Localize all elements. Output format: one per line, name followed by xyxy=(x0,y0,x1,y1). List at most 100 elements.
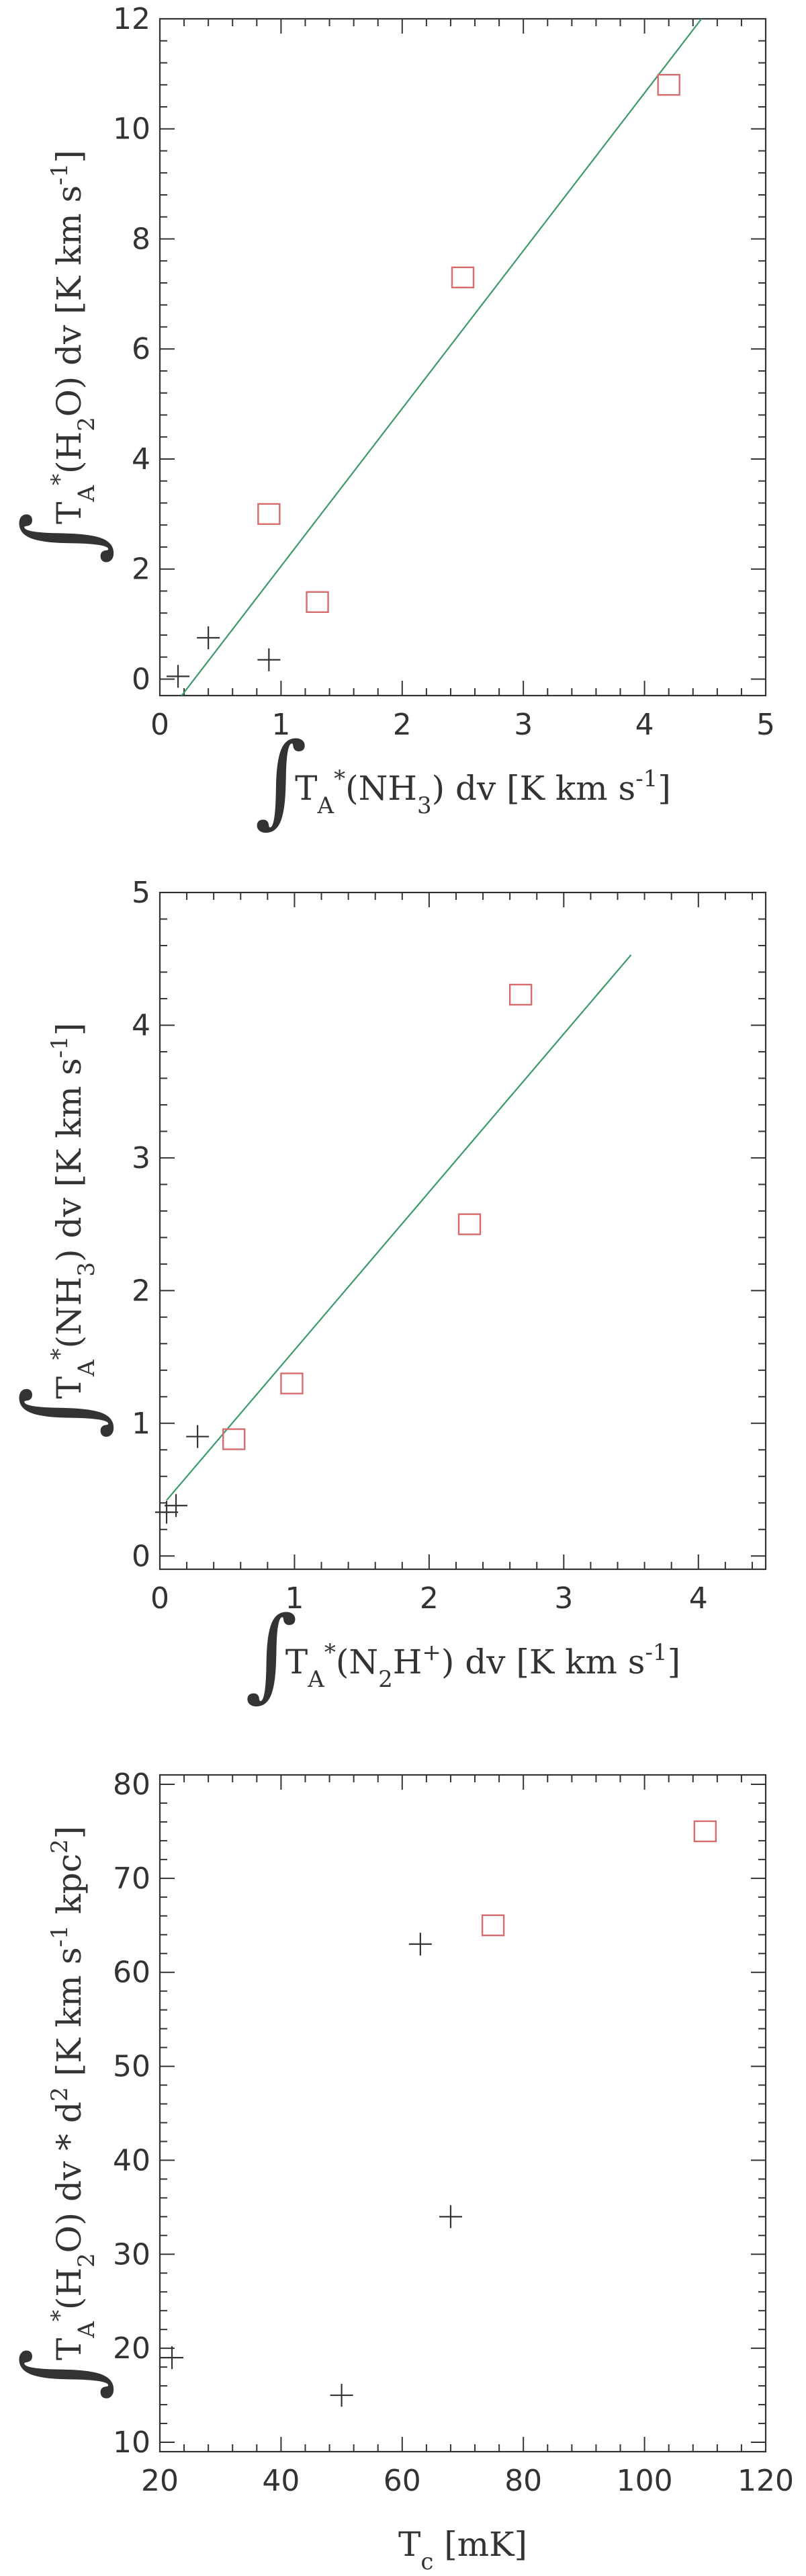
y-axis-label-part: A xyxy=(73,485,100,503)
x-axis-label-part: ) dv [K km s xyxy=(432,769,636,808)
y-axis-label-part: [K km s xyxy=(50,1947,89,2087)
data-point-square xyxy=(457,1213,482,1235)
y-tick-label: 1 xyxy=(132,1407,150,1441)
data-point-cross xyxy=(155,1501,179,1524)
x-tick-label: 3 xyxy=(514,708,533,742)
y-axis-label-part: (H xyxy=(50,2268,89,2310)
data-point-cross xyxy=(408,1932,432,1956)
data-point-cross xyxy=(197,626,220,650)
data-point-cross xyxy=(161,2346,184,2370)
y-tick-label: 40 xyxy=(113,2143,150,2177)
x-tick-label: 80 xyxy=(504,2464,542,2498)
y-tick-label: 4 xyxy=(132,442,150,476)
data-point-cross xyxy=(439,2205,462,2229)
x-tick-label: 4 xyxy=(689,1581,708,1616)
y-axis-label-part: O) dv * d xyxy=(50,2102,89,2253)
x-axis-label: ∫TA*(NH3) dv [K km s-1] xyxy=(255,722,671,839)
y-tick-label: 8 xyxy=(132,222,150,256)
y-axis-label-part: T xyxy=(50,502,89,524)
x-axis-label-part: T xyxy=(398,2525,420,2564)
y-axis-label-integral: ∫ xyxy=(3,1386,120,1439)
y-axis-label-part: 2 xyxy=(46,1839,73,1854)
y-axis-label-part: ] xyxy=(50,1826,89,1839)
y-tick-label: 2 xyxy=(132,552,150,587)
y-axis-label-part: kpc xyxy=(50,1854,89,1925)
y-axis-label-part: * xyxy=(46,474,73,485)
x-axis-label-part: A xyxy=(307,1666,324,1693)
y-tick-label: 4 xyxy=(132,1008,150,1042)
y-axis-label-part: ] xyxy=(50,150,89,163)
y-axis-label-integral: ∫ xyxy=(3,512,120,565)
y-axis-label-part: * xyxy=(46,1348,73,1360)
data-point-square xyxy=(481,1914,505,1936)
y-tick-label: 70 xyxy=(113,1862,150,1896)
x-tick-label: 0 xyxy=(150,1581,169,1616)
y-axis-label-text: TA*(H2O) dv [K km s-1] xyxy=(46,150,100,524)
x-tick-label: 60 xyxy=(384,2464,421,2498)
x-axis-label-part: -1 xyxy=(635,765,658,792)
x-axis-label-part: -1 xyxy=(645,1639,667,1666)
y-axis-label-part: T xyxy=(50,1376,89,1399)
y-tick-label: 80 xyxy=(113,1768,150,1802)
x-axis-label-part: ) dv [K km s xyxy=(441,1643,645,1681)
y-tick-label: 30 xyxy=(113,2237,150,2272)
x-tick-label: 4 xyxy=(635,708,654,742)
x-axis-label-part: (NH xyxy=(345,769,417,808)
x-tick-label: 1 xyxy=(271,708,290,742)
x-tick-label: 100 xyxy=(617,2464,673,2498)
data-point-square xyxy=(306,591,329,614)
x-axis-label-part: c xyxy=(420,2548,433,2575)
x-axis-label-part: T xyxy=(295,769,317,808)
x-axis-label-text: TA*(N2H+) dv [K km s-1] xyxy=(285,1639,680,1693)
y-axis-label-text: TA*(NH3) dv [K km s-1] xyxy=(46,1023,100,1399)
x-tick-label: 0 xyxy=(150,708,169,742)
y-axis-label-part: O) dv [K km s xyxy=(50,185,89,417)
data-point-cross xyxy=(186,1425,210,1448)
data-point-square xyxy=(280,1372,304,1395)
x-axis-label-part: ] xyxy=(668,1643,681,1681)
x-tick-label: 20 xyxy=(141,2464,179,2498)
x-axis-label-part: ] xyxy=(658,769,671,808)
y-axis-label-text: TA*(H2O) dv * d2 [K km s-1 kpc2] xyxy=(46,1826,100,2360)
x-axis-label-part: A xyxy=(317,792,334,819)
y-tick-label: 5 xyxy=(132,876,150,910)
data-point-cross xyxy=(167,665,190,688)
y-axis-label-part: (H xyxy=(50,431,89,474)
y-axis-label-part: -1 xyxy=(46,1925,73,1947)
data-point-square xyxy=(257,503,281,526)
x-tick-label: 5 xyxy=(756,708,775,742)
y-tick-label: 60 xyxy=(113,1956,150,1990)
data-point-cross xyxy=(257,648,281,671)
y-tick-label: 10 xyxy=(113,2425,150,2460)
plot-frame xyxy=(159,17,767,697)
y-axis-label-part: 2 xyxy=(73,2253,100,2268)
y-axis-label-integral: ∫ xyxy=(3,2348,120,2401)
y-tick-label: 50 xyxy=(113,2050,150,2084)
data-point-square xyxy=(693,1820,717,1843)
x-axis-label-part: * xyxy=(334,765,345,792)
data-point-square xyxy=(222,1428,246,1450)
y-axis-label-part: 2 xyxy=(73,417,100,431)
data-point-square xyxy=(451,266,475,288)
y-axis-label-part: (NH xyxy=(50,1277,89,1349)
x-axis-label-part: + xyxy=(422,1639,441,1666)
y-axis-label-part: ) dv [K km s xyxy=(50,1058,89,1262)
x-axis-label-part: 2 xyxy=(378,1666,393,1693)
y-axis-label-part: ] xyxy=(50,1023,89,1036)
y-axis-label-part: A xyxy=(73,1360,100,1377)
y-axis-label-part: A xyxy=(73,2321,100,2339)
y-axis-label-part: -1 xyxy=(46,163,73,185)
y-tick-label: 6 xyxy=(132,332,150,366)
x-axis-label-part: T xyxy=(285,1643,308,1681)
x-axis-label-text: TA*(NH3) dv [K km s-1] xyxy=(295,765,671,819)
x-tick-label: 2 xyxy=(420,1581,439,1616)
x-axis-label-part: 3 xyxy=(417,792,432,819)
data-point-cross xyxy=(330,2384,353,2407)
x-axis-label: ∫TA*(N2H+) dv [K km s-1] xyxy=(245,1595,680,1712)
fit-line xyxy=(166,954,632,1501)
x-axis-label-part: H xyxy=(393,1643,422,1681)
x-axis-label-part: (N xyxy=(336,1643,378,1681)
fit-line xyxy=(181,19,703,696)
